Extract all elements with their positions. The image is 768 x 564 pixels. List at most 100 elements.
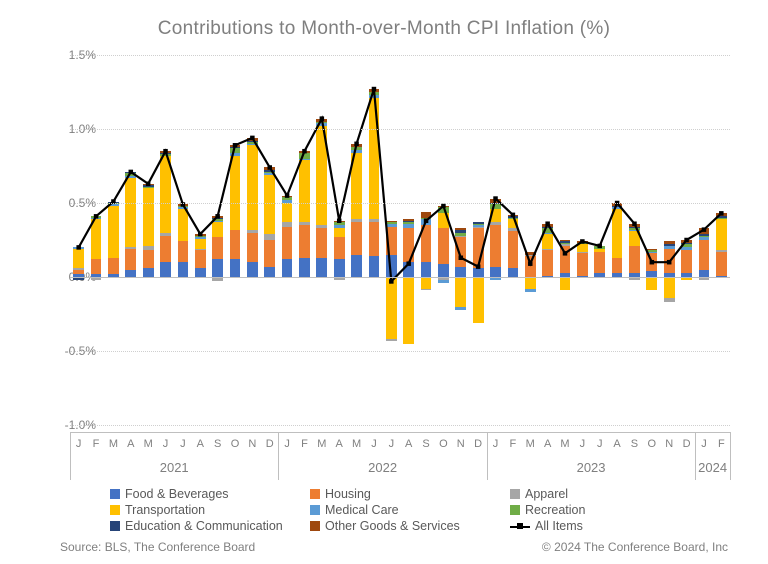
month-label: J xyxy=(493,438,499,450)
all-items-marker xyxy=(320,116,325,121)
month-label: J xyxy=(284,438,290,450)
all-items-marker xyxy=(719,211,724,216)
month-label: A xyxy=(336,438,343,450)
legend-label: All Items xyxy=(535,519,583,533)
legend-swatch xyxy=(310,505,320,515)
all-items-marker xyxy=(215,214,220,219)
zero-gridline xyxy=(70,277,730,278)
axis-end-separator xyxy=(730,432,731,480)
month-label: A xyxy=(127,438,134,450)
legend-item-housing: Housing xyxy=(310,487,510,501)
legend-item-transport: Transportation xyxy=(110,503,310,517)
month-label: J xyxy=(597,438,603,450)
legend-swatch xyxy=(110,521,120,531)
all-items-marker xyxy=(129,170,134,175)
month-label: O xyxy=(648,438,657,450)
legend-label: Education & Communication xyxy=(125,519,283,533)
all-items-marker xyxy=(267,165,272,170)
all-items-marker xyxy=(493,196,498,201)
all-items-path xyxy=(79,89,722,281)
all-items-marker xyxy=(372,87,377,92)
chart-title: Contributions to Month-over-Month CPI In… xyxy=(0,18,768,40)
all-items-marker xyxy=(94,214,99,219)
month-label: S xyxy=(422,438,429,450)
x-axis xyxy=(70,432,730,433)
gridline xyxy=(70,351,730,352)
legend-item-edu: Education & Communication xyxy=(110,519,310,533)
legend-swatch xyxy=(110,505,120,515)
month-label: M xyxy=(352,438,361,450)
chart-container: Contributions to Month-over-Month CPI In… xyxy=(0,0,768,564)
all-items-marker xyxy=(597,244,602,249)
legend-label: Transportation xyxy=(125,503,205,517)
month-label: D xyxy=(474,438,482,450)
all-items-marker xyxy=(667,260,672,265)
month-label: A xyxy=(405,438,412,450)
year-label: 2022 xyxy=(368,460,397,475)
all-items-marker xyxy=(424,219,429,224)
year-separator xyxy=(695,432,696,480)
legend-label: Other Goods & Services xyxy=(325,519,460,533)
month-label: M xyxy=(317,438,326,450)
legend-line-swatch xyxy=(510,521,530,531)
legend-item-other: Other Goods & Services xyxy=(310,519,510,533)
all-items-marker xyxy=(511,213,516,218)
gridline xyxy=(70,425,730,426)
all-items-marker xyxy=(545,221,550,226)
legend-swatch xyxy=(510,489,520,499)
month-label: N xyxy=(248,438,256,450)
all-items-marker xyxy=(285,193,290,198)
month-label: J xyxy=(76,438,82,450)
x-month-labels: JFMAMJJASONDJFMAMJJASONDJFMAMJJASONDJF xyxy=(70,438,730,458)
month-label: A xyxy=(613,438,620,450)
all-items-marker xyxy=(198,232,203,237)
year-separator xyxy=(487,432,488,480)
month-label: M xyxy=(526,438,535,450)
month-label: N xyxy=(665,438,673,450)
all-items-marker xyxy=(702,227,707,232)
all-items-marker xyxy=(250,136,255,141)
month-label: J xyxy=(389,438,395,450)
legend-item-_line: All Items xyxy=(510,519,710,533)
gridline xyxy=(70,129,730,130)
month-label: F xyxy=(93,438,100,450)
month-label: M xyxy=(560,438,569,450)
legend-item-recreation: Recreation xyxy=(510,503,710,517)
x-year-labels: 2021202220232024 xyxy=(70,460,730,480)
month-label: N xyxy=(457,438,465,450)
all-items-marker xyxy=(354,142,359,147)
all-items-line xyxy=(70,55,730,425)
month-label: D xyxy=(266,438,274,450)
legend-swatch xyxy=(310,489,320,499)
gridline xyxy=(70,203,730,204)
all-items-marker xyxy=(563,251,568,256)
legend-swatch xyxy=(510,505,520,515)
month-label: O xyxy=(439,438,448,450)
all-items-marker xyxy=(233,143,238,148)
legend-item-apparel: Apparel xyxy=(510,487,710,501)
all-items-marker xyxy=(580,239,585,244)
all-items-marker xyxy=(684,238,689,243)
month-label: S xyxy=(214,438,221,450)
all-items-marker xyxy=(389,279,394,284)
month-label: A xyxy=(544,438,551,450)
all-items-marker xyxy=(459,256,464,261)
all-items-marker xyxy=(302,149,307,154)
legend-swatch xyxy=(310,521,320,531)
all-items-marker xyxy=(337,219,342,224)
axis-end-separator xyxy=(70,432,71,480)
legend-label: Housing xyxy=(325,487,371,501)
all-items-marker xyxy=(163,149,168,154)
month-label: F xyxy=(510,438,517,450)
month-label: J xyxy=(701,438,707,450)
month-label: A xyxy=(197,438,204,450)
legend-swatch xyxy=(110,489,120,499)
month-label: J xyxy=(580,438,586,450)
all-items-marker xyxy=(76,245,81,250)
plot-area xyxy=(70,55,730,425)
year-separator xyxy=(278,432,279,480)
month-label: J xyxy=(371,438,377,450)
all-items-marker xyxy=(441,204,446,209)
all-items-marker xyxy=(146,182,151,187)
month-label: J xyxy=(163,438,169,450)
